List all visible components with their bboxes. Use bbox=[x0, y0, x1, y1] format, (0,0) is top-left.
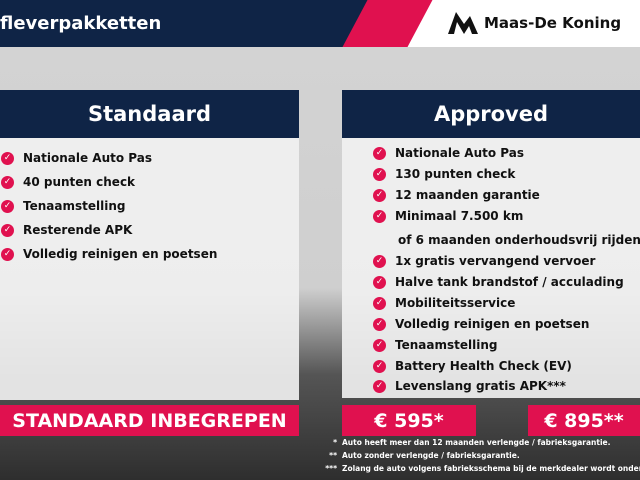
feature-item: ✓ Volledig reinigen en poetsen bbox=[373, 317, 589, 331]
brand-m-icon bbox=[448, 12, 478, 34]
check-icon: ✓ bbox=[373, 167, 386, 181]
feature-label: of 6 maanden onderhoudsvrij rijden bbox=[398, 233, 640, 247]
feature-item: ✓ Resterende APK bbox=[1, 223, 132, 237]
feature-label: Nationale Auto Pas bbox=[23, 151, 153, 165]
check-icon: ✓ bbox=[1, 223, 14, 237]
footnote-mark: ** bbox=[329, 451, 337, 460]
check-icon: ✓ bbox=[373, 146, 386, 160]
feature-item: ✓ Minimaal 7.500 km bbox=[373, 209, 523, 223]
feature-item: ✓ Nationale Auto Pas bbox=[373, 146, 524, 160]
feature-item: of 6 maanden onderhoudsvrij rijden bbox=[398, 233, 640, 247]
standaard-header: Standaard bbox=[0, 90, 299, 138]
check-icon: ✓ bbox=[1, 175, 14, 189]
check-icon: ✓ bbox=[373, 188, 386, 202]
feature-label: Resterende APK bbox=[23, 223, 133, 237]
standaard-panel bbox=[0, 138, 299, 400]
feature-label: Mobiliteitsservice bbox=[395, 296, 516, 310]
check-icon: ✓ bbox=[1, 151, 14, 165]
feature-label: Minimaal 7.500 km bbox=[395, 209, 524, 223]
footnote: Auto heeft meer dan 12 maanden verlengde… bbox=[342, 438, 611, 447]
footnote-mark: *** bbox=[325, 464, 337, 473]
feature-label: Tenaamstelling bbox=[395, 338, 498, 352]
feature-label: 130 punten check bbox=[395, 167, 516, 181]
check-icon: ✓ bbox=[373, 359, 386, 373]
brand-logo: Maas-De Koning bbox=[448, 12, 621, 34]
check-icon: ✓ bbox=[373, 254, 386, 268]
footnote-mark: * bbox=[333, 438, 337, 447]
feature-item: ✓ Tenaamstelling bbox=[1, 199, 125, 213]
approved-price-1: € 595* bbox=[342, 405, 476, 436]
feature-item: ✓ Levenslang gratis APK*** bbox=[373, 379, 566, 393]
feature-item: ✓ Battery Health Check (EV) bbox=[373, 359, 572, 373]
feature-label: 1x gratis vervangend vervoer bbox=[395, 254, 596, 268]
check-icon: ✓ bbox=[373, 317, 386, 331]
feature-item: ✓ 1x gratis vervangend vervoer bbox=[373, 254, 595, 268]
feature-label: 40 punten check bbox=[23, 175, 136, 189]
approved-header: Approved bbox=[342, 90, 640, 138]
feature-label: Tenaamstelling bbox=[23, 199, 126, 213]
brand-name: Maas-De Koning bbox=[484, 14, 622, 32]
feature-item: ✓ 40 punten check bbox=[1, 175, 135, 189]
header: fleverpakketten Maas-De Koning bbox=[0, 0, 640, 47]
check-icon: ✓ bbox=[373, 209, 386, 223]
footnote: Auto zonder verlengde / fabrieksgarantie… bbox=[342, 451, 520, 460]
feature-label: Nationale Auto Pas bbox=[395, 146, 525, 160]
feature-label: Levenslang gratis APK*** bbox=[395, 379, 566, 393]
check-icon: ✓ bbox=[373, 296, 386, 310]
approved-price-2: € 895** bbox=[528, 405, 640, 436]
feature-item: ✓ Mobiliteitsservice bbox=[373, 296, 515, 310]
check-icon: ✓ bbox=[373, 379, 386, 393]
feature-label: Volledig reinigen en poetsen bbox=[23, 247, 218, 261]
check-icon: ✓ bbox=[1, 247, 14, 261]
approved-panel bbox=[342, 138, 640, 398]
standaard-price: STANDAARD INBEGREPEN bbox=[0, 405, 299, 436]
feature-label: Halve tank brandstof / acculading bbox=[395, 275, 624, 289]
feature-label: Battery Health Check (EV) bbox=[395, 359, 572, 373]
check-icon: ✓ bbox=[1, 199, 14, 213]
check-icon: ✓ bbox=[373, 338, 386, 352]
check-icon: ✓ bbox=[373, 275, 386, 289]
feature-item: ✓ Tenaamstelling bbox=[373, 338, 497, 352]
feature-item: ✓ 130 punten check bbox=[373, 167, 515, 181]
page-title: fleverpakketten bbox=[0, 13, 162, 34]
feature-label: Volledig reinigen en poetsen bbox=[395, 317, 590, 331]
feature-item: ✓ Volledig reinigen en poetsen bbox=[1, 247, 217, 261]
feature-item: ✓ 12 maanden garantie bbox=[373, 188, 540, 202]
footnote: Zolang de auto volgens fabrieksschema bi… bbox=[342, 464, 640, 473]
feature-item: ✓ Halve tank brandstof / acculading bbox=[373, 275, 624, 289]
feature-item: ✓ Nationale Auto Pas bbox=[1, 151, 152, 165]
feature-label: 12 maanden garantie bbox=[395, 188, 540, 202]
